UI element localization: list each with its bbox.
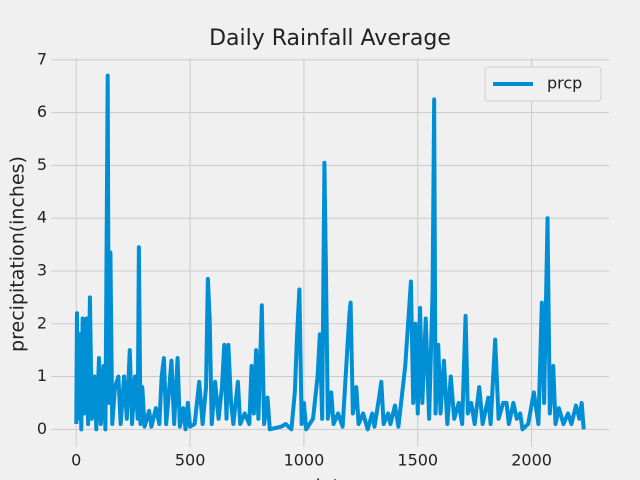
x-tick-label: 1500 <box>397 451 438 470</box>
x-tick-label: 2000 <box>511 451 552 470</box>
grid <box>51 58 609 447</box>
y-tick-label: 4 <box>37 208 47 227</box>
y-tick-label: 0 <box>37 419 47 438</box>
legend-label: prcp <box>547 74 582 93</box>
x-tick-label: 1000 <box>284 451 325 470</box>
x-tick-label: 500 <box>175 451 206 470</box>
y-tick-label: 2 <box>37 313 47 332</box>
y-axis-label: precipitation(inches) <box>7 156 29 352</box>
line-series <box>74 73 586 432</box>
legend-box <box>484 66 602 102</box>
x-axis-label: date <box>309 476 352 480</box>
chart-title: Daily Rainfall Average <box>209 26 451 51</box>
x-tick-label: 0 <box>71 451 81 470</box>
legend: prcp <box>484 66 602 102</box>
y-tick-label: 5 <box>37 155 47 174</box>
y-tick-label: 3 <box>37 260 47 279</box>
y-tick-label: 1 <box>37 366 47 385</box>
y-tick-label: 6 <box>37 102 47 121</box>
y-tick-label: 7 <box>37 49 47 68</box>
